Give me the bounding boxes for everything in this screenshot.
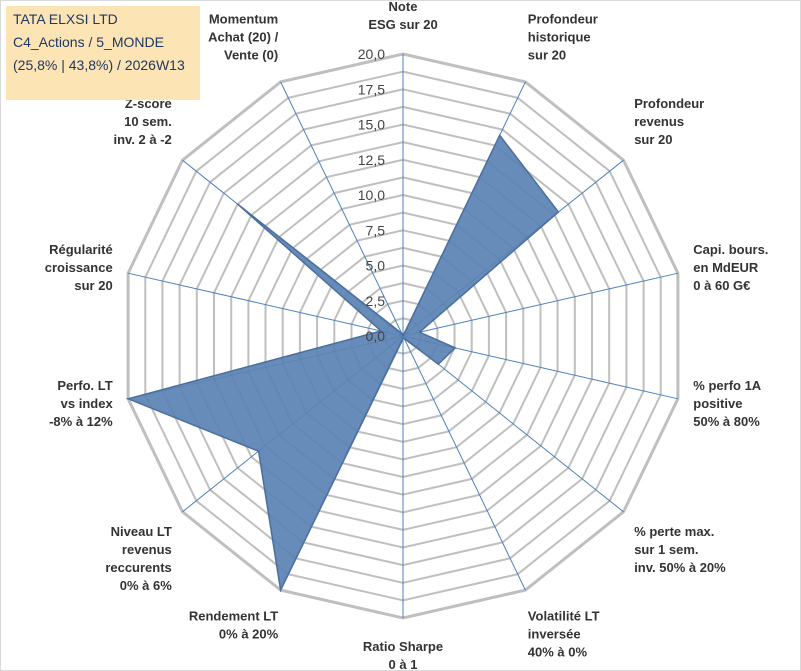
axis-label: Momentum Achat (20) / Vente (0): [208, 11, 278, 62]
axis-label-line: sur 20: [74, 278, 112, 293]
axis-label-line: Capi. bours.: [693, 242, 768, 257]
axis-label-line: croissance: [45, 260, 113, 275]
axis-label-line: Momentum: [209, 11, 278, 26]
axis-label-line: 50% à 80%: [693, 414, 760, 429]
axis-label: Profondeur revenus sur 20: [634, 96, 704, 147]
axis-spoke: [402, 335, 526, 591]
axis-label: Note ESG sur 20: [368, 0, 437, 32]
title-stats: (25,8% | 43,8%) / 2026W13: [13, 57, 185, 73]
axis-label-line: inv. 50% à 20%: [634, 560, 726, 575]
axis-label-line: -8% à 12%: [49, 414, 113, 429]
tick-label: 10,0: [358, 187, 385, 203]
axis-label-line: % perfo 1A: [693, 378, 762, 393]
axis-spoke: [402, 272, 679, 337]
axis-label-line: 0 à 60 G€: [693, 278, 750, 293]
axis-spoke: [402, 335, 624, 513]
tick-label: 15,0: [358, 117, 385, 133]
axis-label: % perte max. sur 1 sem. inv. 50% à 20%: [634, 524, 726, 575]
axis-label-line: sur 20: [528, 47, 566, 62]
tick-label: 17,5: [358, 81, 385, 97]
tick-label: 12,5: [358, 152, 385, 168]
axis-label-line: Profondeur: [634, 96, 704, 111]
axis-label-line: en MdEUR: [693, 260, 759, 275]
radial-tick-labels: 0,0 2,5 5,0 7,5 10,0 12,5 15,0 17,5 20,0: [358, 46, 385, 344]
tick-label: 2,5: [366, 293, 386, 309]
axis-label-line: revenus: [634, 114, 684, 129]
axis-spoke: [127, 272, 404, 337]
tick-label: 7,5: [366, 222, 386, 238]
axis-spoke: [280, 81, 404, 337]
axis-label-line: Niveau LT: [111, 524, 172, 539]
axis-label: % perfo 1A positive 50% à 80%: [693, 378, 762, 429]
axis-label-line: historique: [528, 29, 591, 44]
axis-label-line: Volatilité LT: [528, 609, 600, 624]
axis-labels: Note ESG sur 20 Profondeur historique sur 20…: [45, 0, 769, 671]
chart-title-box: TATA ELXSI LTD C4_Actions / 5_MONDE (25,…: [6, 6, 200, 100]
axis-label-line: vs index: [61, 396, 114, 411]
axis-label: Volatilité LT inversée 40% à 0%: [528, 609, 600, 660]
title-company: TATA ELXSI LTD: [13, 11, 118, 27]
axis-label-line: sur 20: [634, 132, 672, 147]
title-portfolio: C4_Actions / 5_MONDE: [13, 34, 164, 50]
series-area: [125, 133, 560, 593]
axis-label: Niveau LT revenus reccurents 0% à 6%: [105, 524, 172, 593]
axis-label-line: inversée: [528, 627, 581, 642]
axis-label-line: Achat (20) /: [208, 29, 278, 44]
tick-label: 5,0: [366, 258, 386, 274]
axis-label: Régularité croissance sur 20: [45, 242, 113, 293]
axis-label: Capi. bours. en MdEUR 0 à 60 G€: [693, 242, 768, 293]
axis-label-line: 10 sem.: [124, 114, 172, 129]
axis-label-line: Profondeur: [528, 11, 598, 26]
axis-label-line: inv. 2 à -2: [114, 132, 172, 147]
tick-label: 20,0: [358, 46, 385, 62]
axis-label-line: 0% à 6%: [120, 578, 172, 593]
axis-label-line: % perte max.: [634, 524, 714, 539]
axis-label-line: Régularité: [49, 242, 113, 257]
axis-label-line: reccurents: [105, 560, 171, 575]
axis-label: Profondeur historique sur 20: [528, 11, 598, 62]
axis-label: Perfo. LT vs index -8% à 12%: [49, 378, 113, 429]
axis-label-line: Ratio Sharpe: [363, 639, 443, 654]
axis-label-line: revenus: [122, 542, 172, 557]
axis-label-line: sur 1 sem.: [634, 542, 698, 557]
radar-series: [125, 133, 560, 593]
axis-label: Z-score 10 sem. inv. 2 à -2: [114, 96, 172, 147]
axis-label-line: positive: [693, 396, 742, 411]
tick-label: 0,0: [366, 328, 386, 344]
axis-label-line: 0 à 1: [389, 657, 418, 671]
axis-label-line: 0% à 20%: [219, 627, 279, 642]
axis-label: Rendement LT 0% à 20%: [189, 609, 279, 642]
axis-label: Ratio Sharpe 0 à 1: [363, 639, 443, 671]
axis-label-line: Vente (0): [224, 47, 278, 62]
axis-label-line: ESG sur 20: [368, 17, 437, 32]
axis-label-line: Note: [389, 0, 418, 14]
axis-label-line: Rendement LT: [189, 609, 278, 624]
axis-label-line: Perfo. LT: [57, 378, 112, 393]
axis-label-line: 40% à 0%: [528, 645, 588, 660]
